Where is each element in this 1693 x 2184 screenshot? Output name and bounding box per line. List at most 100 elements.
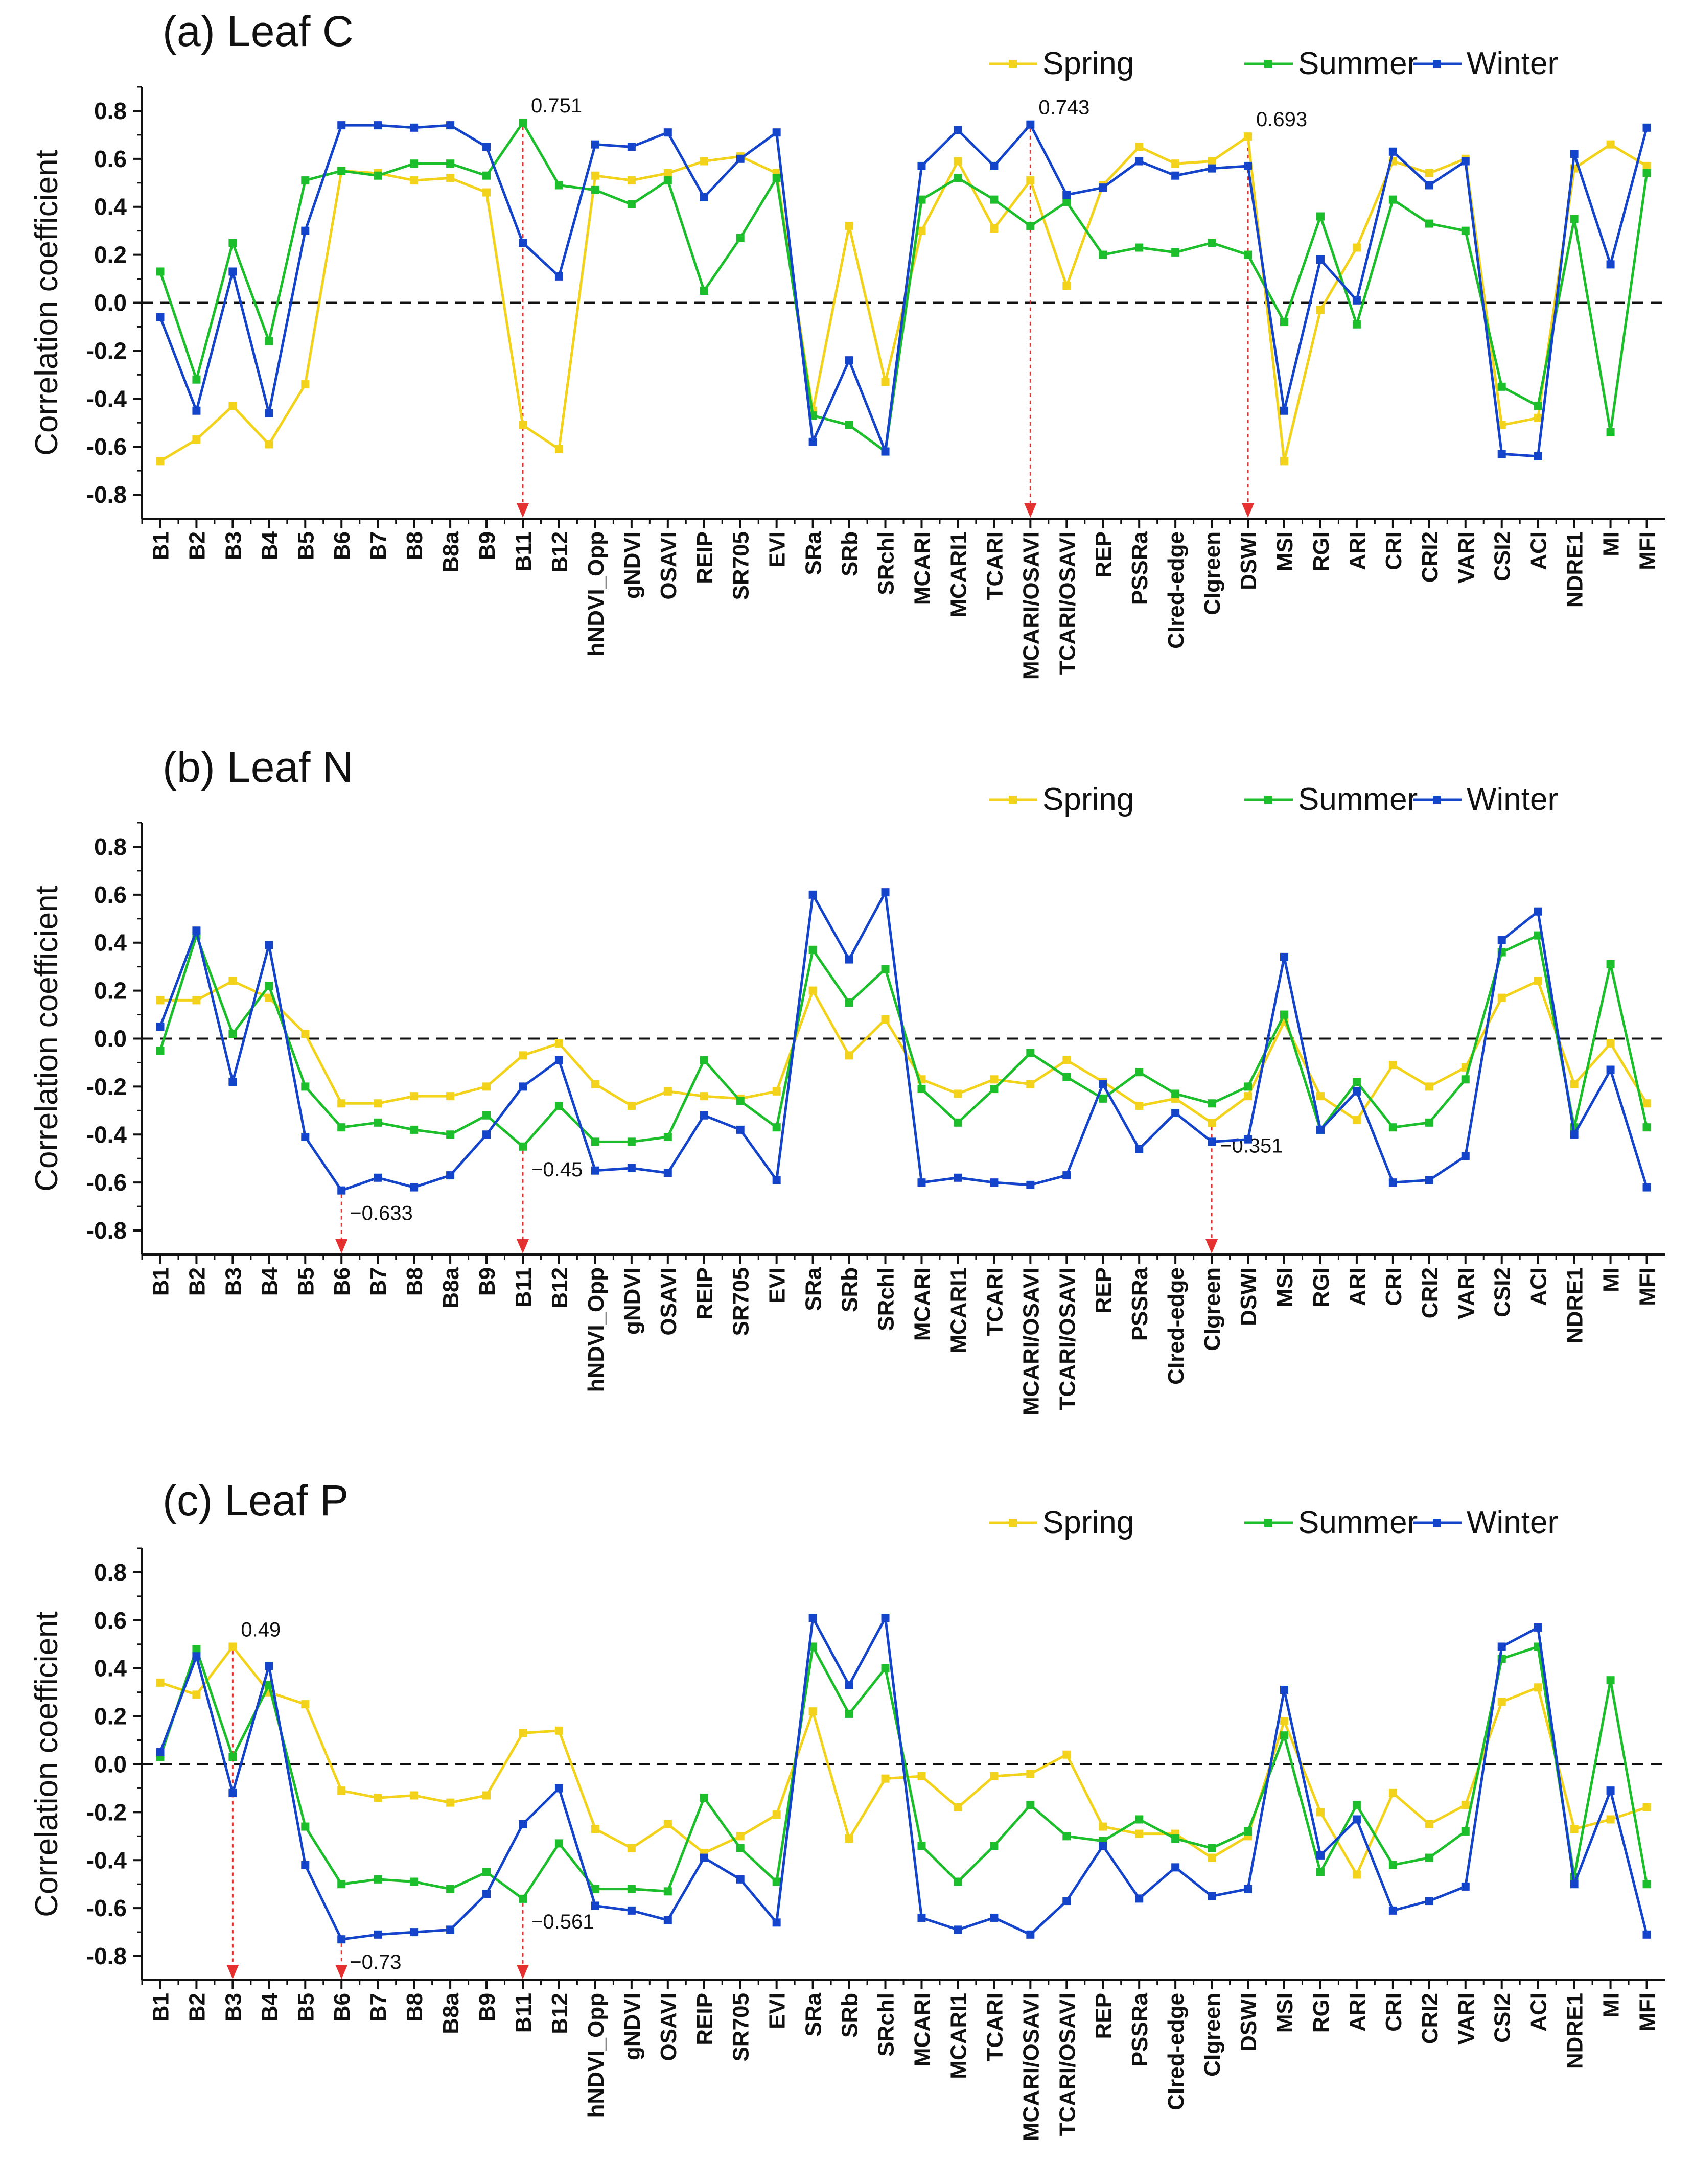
x-tick-label: SRb (838, 1267, 863, 1312)
x-tick-label: CIred-edge (1164, 1993, 1189, 2110)
chart-title: (c) Leaf P (163, 1476, 349, 1524)
data-point-winter (627, 143, 636, 151)
data-point-winter (1099, 1080, 1107, 1088)
x-tick-label: NDRE1 (1563, 1267, 1588, 1343)
data-point-summer (1388, 1861, 1397, 1869)
data-point-summer (591, 185, 599, 194)
x-tick-label: B1 (148, 531, 173, 560)
annotation-label: −0.73 (350, 1951, 401, 1973)
data-point-winter (1497, 936, 1506, 945)
x-tick-label: hNDVI_Opp (584, 1267, 609, 1392)
x-tick-label: MSI (1272, 1993, 1297, 2033)
x-tick-label: CSI2 (1490, 1993, 1515, 2043)
x-tick-label: VARI (1454, 1993, 1479, 2045)
data-point-spring (1388, 1788, 1397, 1797)
data-point-winter (881, 888, 890, 897)
data-point-spring (663, 1087, 672, 1096)
x-tick-label: B1 (148, 1267, 173, 1296)
data-point-spring (301, 1030, 310, 1038)
x-tick-label: ACI (1526, 1993, 1551, 2032)
x-tick-label: CIred-edge (1164, 531, 1189, 649)
y-tick-label: -0.8 (86, 1217, 127, 1244)
data-point-winter (519, 1820, 527, 1828)
x-tick-label: REIP (692, 531, 717, 584)
x-tick-label: OSAVI (656, 531, 681, 600)
x-tick-label: B2 (184, 531, 210, 560)
data-point-winter (1316, 1851, 1325, 1860)
series-line-spring (160, 980, 1648, 1124)
x-tick-label: B4 (257, 531, 282, 560)
data-point-spring (1062, 1750, 1071, 1759)
data-point-spring (156, 457, 165, 466)
data-point-spring (1352, 1116, 1361, 1125)
data-point-spring (1425, 1820, 1433, 1828)
data-point-summer (192, 375, 201, 384)
series-line-summer (159, 121, 1648, 453)
data-point-spring (1135, 1829, 1144, 1838)
data-point-summer (700, 1056, 708, 1064)
x-tick-label: B7 (366, 1267, 391, 1296)
data-point-summer (1606, 428, 1615, 436)
data-point-winter (1316, 1125, 1325, 1134)
data-point-spring (337, 1099, 346, 1108)
data-point-spring (1280, 1717, 1288, 1725)
annotation-label: −0.45 (531, 1158, 583, 1181)
x-tick-label: EVI (765, 1267, 790, 1304)
x-tick-label: CRI2 (1418, 1267, 1443, 1318)
legend-label-winter: Winter (1467, 782, 1558, 817)
x-tick-label: MI (1599, 1993, 1624, 2018)
y-tick-label: -0.4 (86, 1847, 127, 1873)
data-point-winter (1352, 296, 1361, 305)
x-tick-label: CRI (1381, 531, 1406, 570)
annotation-arrow-head (517, 1965, 529, 1979)
data-point-spring (881, 1015, 890, 1024)
x-tick-label: B11 (511, 1993, 536, 2033)
data-point-winter (808, 437, 817, 446)
x-tick-label: DSWI (1236, 1267, 1261, 1326)
x-tick-label: B3 (221, 1993, 246, 2022)
data-point-winter (554, 1056, 563, 1064)
data-point-summer (337, 1123, 346, 1132)
x-tick-label: SRchl (874, 1993, 899, 2057)
data-point-winter (1461, 1882, 1470, 1891)
x-tick-label: CSI2 (1490, 531, 1515, 582)
data-point-winter (301, 226, 310, 235)
x-tick-label: CRI2 (1418, 531, 1443, 583)
data-point-summer (1425, 1118, 1433, 1127)
x-tick-label: B8a (438, 1267, 463, 1308)
x-tick-label: B9 (475, 1267, 500, 1296)
data-point-spring (410, 176, 419, 185)
x-tick-label: B4 (257, 1267, 282, 1296)
data-point-winter (1208, 164, 1216, 173)
data-point-winter (1388, 1178, 1397, 1187)
x-tick-label: B8 (402, 1267, 427, 1296)
x-tick-label: MCARI1 (946, 1267, 971, 1354)
data-point-spring (663, 169, 672, 177)
data-point-summer (954, 1118, 962, 1127)
legend-label-summer: Summer (1298, 46, 1418, 81)
data-point-winter (1099, 183, 1107, 192)
data-point-summer (519, 1894, 527, 1903)
y-tick-label: 0.0 (94, 1026, 127, 1052)
data-point-spring (337, 1786, 346, 1795)
data-point-spring (482, 1082, 491, 1091)
data-point-summer (772, 1123, 781, 1132)
data-point-winter (1570, 150, 1579, 158)
data-point-spring (446, 1798, 455, 1807)
data-point-spring (1497, 1698, 1506, 1706)
data-point-summer (736, 1844, 745, 1852)
x-tick-label: MCARI/OSAVI (1018, 1267, 1043, 1415)
x-tick-label: B12 (547, 531, 572, 573)
data-point-winter (1244, 1135, 1253, 1144)
x-tick-label: SRb (838, 531, 863, 576)
legend-label-summer: Summer (1298, 1505, 1418, 1540)
data-point-winter (1534, 1623, 1542, 1632)
data-point-summer (700, 287, 708, 295)
data-point-spring (990, 1772, 999, 1780)
data-point-summer (1461, 1075, 1470, 1084)
data-point-summer (519, 1142, 527, 1151)
annotation-label: 0.49 (241, 1618, 281, 1641)
x-tick-label: REP (1091, 531, 1116, 577)
data-point-winter (627, 1906, 636, 1915)
data-point-winter (1461, 1152, 1470, 1160)
